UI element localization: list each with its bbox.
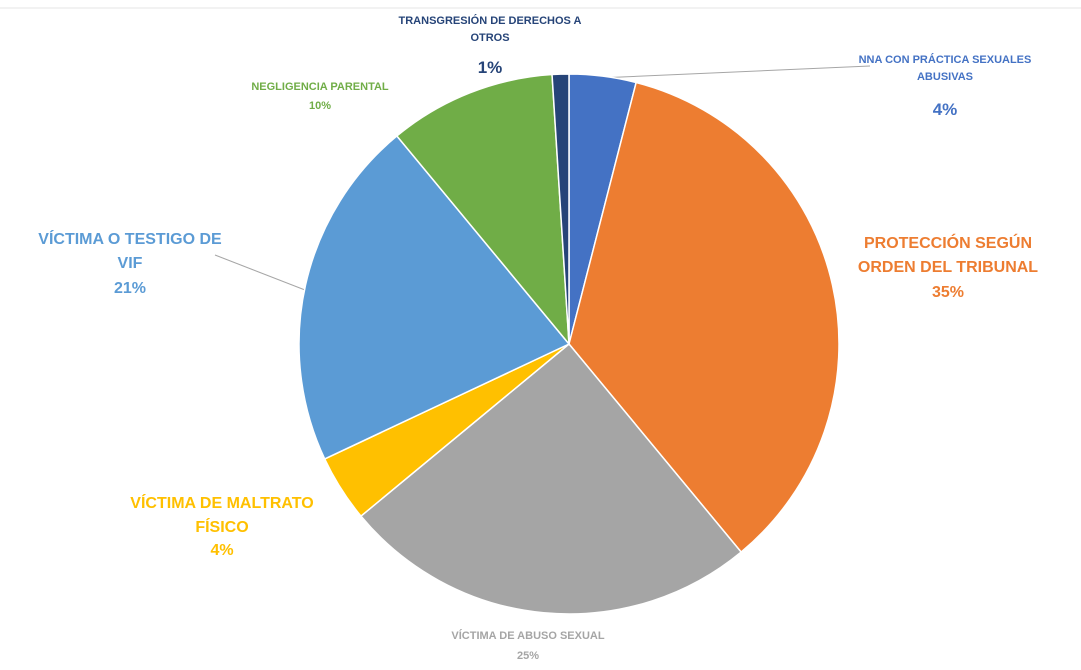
pie-slice: [359, 342, 743, 615]
pie-slice: [551, 73, 570, 345]
slice-value-label: 10%: [308, 100, 332, 112]
slice-value-label: 25%: [516, 650, 540, 662]
slices: [298, 73, 840, 615]
slice-value-label: 35%: [931, 284, 965, 301]
slice-label: VÍCTIMA O TESTIGO DE VIF: [38, 231, 222, 272]
slice-value-label: 4%: [932, 100, 958, 119]
pie-slice: [298, 134, 571, 460]
pie-slice: [395, 73, 570, 347]
slice-label: VÍCTIMA DE MALTRATO FÍSICO: [130, 495, 314, 536]
slice-value-label: 4%: [210, 542, 234, 559]
pie-slice: [568, 81, 840, 554]
leader-line: [597, 65, 871, 79]
slice-label: PROTECCIÓN SEGÚN ORDEN DEL TRIBUNAL: [857, 235, 1039, 276]
leader-line: [214, 254, 306, 291]
slice-label: NNA CON PRÁCTICA SEXUALES ABUSIVAS: [858, 54, 1032, 83]
slice-label: NEGLIGENCIA PARENTAL: [251, 81, 389, 93]
slice-value-label: 1%: [477, 58, 503, 77]
slice-label: VÍCTIMA DE ABUSO SEXUAL: [451, 630, 605, 642]
slice-value-label: 21%: [113, 280, 147, 297]
slice-label: TRANSGRESIÓN DE DERECHOS A OTROS: [398, 15, 582, 44]
